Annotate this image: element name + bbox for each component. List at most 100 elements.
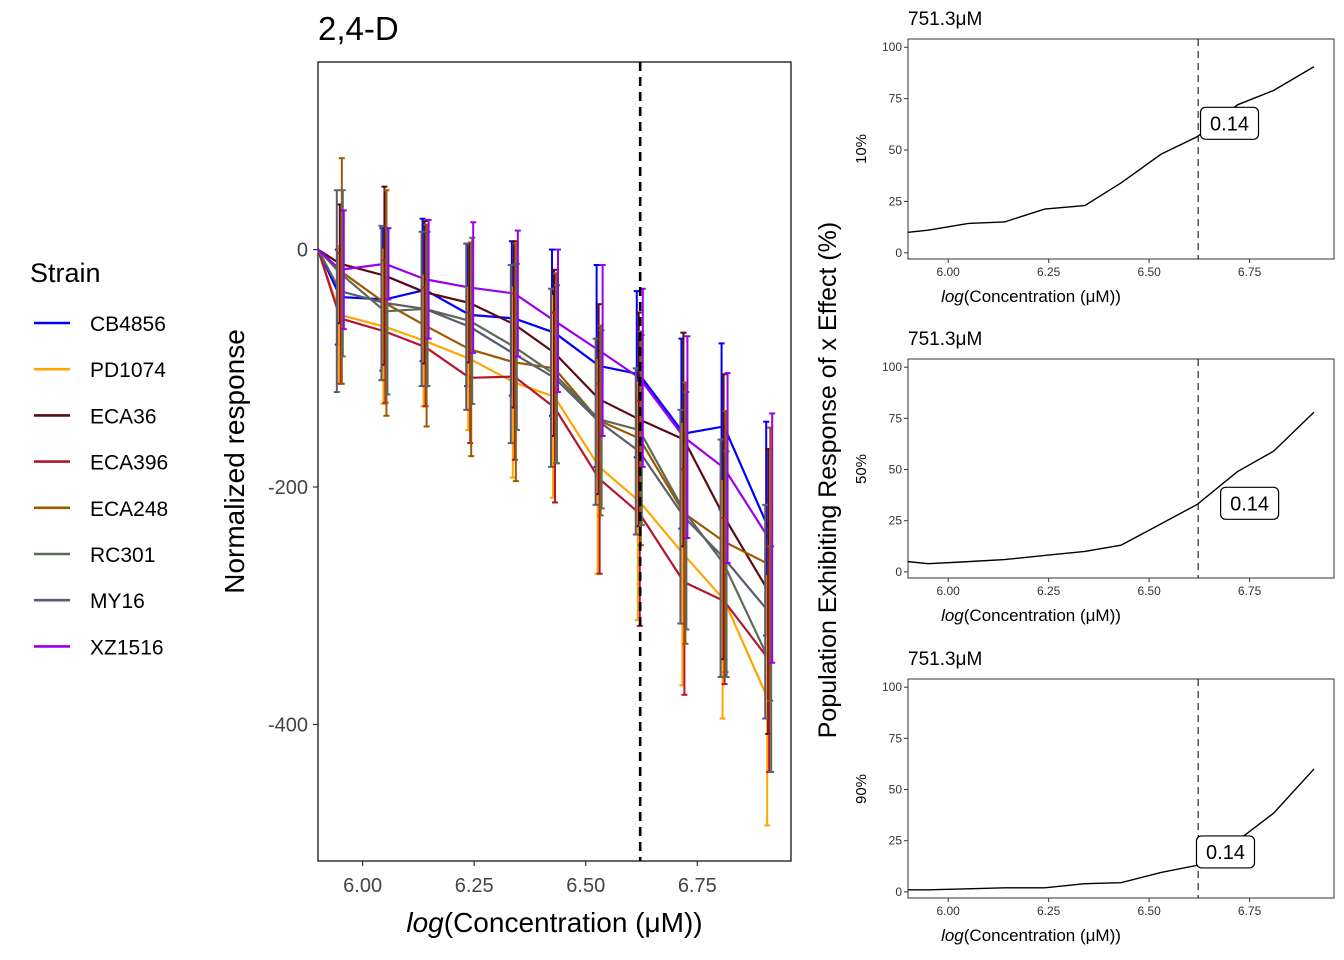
- error-bar-MY16: [418, 230, 425, 388]
- panel-annotation: 0.14: [1220, 486, 1280, 520]
- series-line-CB4856: [317, 249, 770, 530]
- error-bar-XZ1516: [385, 227, 392, 301]
- legend-label: CB4856: [90, 313, 166, 336]
- error-bar-XZ1516: [724, 372, 731, 565]
- legend-item: RC301: [34, 544, 155, 567]
- legend-item: ECA396: [34, 452, 168, 475]
- legend-item: ECA248: [34, 498, 168, 521]
- series-line-MY16: [317, 249, 770, 613]
- y-tick-label: 75: [889, 411, 903, 425]
- legend-label: MY16: [90, 590, 145, 613]
- y-tick-label: 25: [889, 834, 903, 848]
- x-axis-label-italic: log: [406, 907, 444, 938]
- error-bar-MY16: [632, 367, 639, 536]
- panel-plot-area: [907, 38, 1335, 260]
- x-axis-label: log(Concentration (μM)): [406, 907, 702, 938]
- panel-title: 751.3μM: [908, 329, 982, 350]
- series-line-XZ1516: [317, 248, 770, 539]
- annotation-box: [1220, 486, 1280, 520]
- shared-y-axis-label: Population Exhibiting Response of x Effe…: [814, 222, 842, 739]
- x-tick-label: 6.50: [1137, 584, 1161, 598]
- panel-annotation: 0.14: [1195, 835, 1256, 869]
- annotation-box: [1195, 835, 1256, 869]
- y-tick-label: 0: [895, 565, 902, 579]
- y-tick-label: 75: [889, 92, 903, 106]
- legend: Strain CB4856 PD1074 ECA36 ECA396 ECA248 RC301…: [30, 258, 168, 659]
- panel-y-axis-label: 50%: [853, 454, 870, 484]
- error-bar-XZ1516: [599, 264, 606, 437]
- annotation-box: [1199, 106, 1260, 140]
- x-tick-label: 6.00: [937, 265, 961, 279]
- x-axis-label-italic: log: [941, 287, 964, 306]
- y-tick-label: 0: [895, 246, 902, 260]
- panel-title: 751.3μM: [908, 649, 982, 670]
- annotation-label: 0.14: [1206, 842, 1245, 864]
- legend-item: MY16: [34, 590, 145, 613]
- panel-y-axis-label: 10%: [853, 134, 870, 164]
- error-bar-XZ1516: [769, 412, 776, 664]
- legend-label: ECA396: [90, 452, 168, 475]
- error-bar-MY16: [333, 189, 340, 394]
- y-tick-label: -400: [268, 714, 308, 736]
- y-tick-label: 100: [882, 680, 902, 694]
- x-tick-label: 6.75: [1238, 904, 1262, 918]
- annotation-label: 0.14: [1230, 493, 1269, 515]
- legend-label: ECA36: [90, 405, 157, 428]
- panel-annotation: 0.14: [1199, 106, 1260, 140]
- x-tick-label: 6.50: [1137, 904, 1161, 918]
- panel-plot-area: [907, 678, 1335, 899]
- series-line-ECA36: [317, 248, 770, 593]
- legend-item: XZ1516: [34, 636, 164, 659]
- y-tick-label: 50: [889, 783, 903, 797]
- x-tick-label: 6.00: [343, 875, 382, 897]
- x-tick-label: 6.75: [1238, 265, 1262, 279]
- panel-90pct: 751.3μM 0 25 50 75 100 6.00 6.25 6.50 6.75 log(Con…: [853, 649, 1335, 945]
- error-bar-MY16: [378, 224, 385, 382]
- legend-title: Strain: [30, 258, 101, 288]
- x-tick-label: 6.25: [1037, 584, 1061, 598]
- x-tick-label: 6.50: [566, 875, 605, 897]
- y-tick-label: 100: [882, 360, 902, 374]
- error-bar-MY16: [592, 337, 599, 506]
- panel-line: [907, 66, 1315, 233]
- error-bar-MY16: [717, 438, 724, 678]
- panel-10pct: 751.3μM 0 25 50 75 100 6.00 6.25 6.50 6.75 log(Con…: [853, 9, 1335, 306]
- error-bar-XZ1516: [340, 209, 347, 331]
- series-line-ECA396: [316, 249, 770, 660]
- x-tick-label: 6.75: [1238, 584, 1262, 598]
- legend-item: PD1074: [34, 359, 166, 382]
- error-bar-XZ1516: [425, 218, 432, 340]
- legend-item: ECA36: [34, 405, 157, 428]
- error-bar-XZ1516: [684, 335, 691, 540]
- main-chart: 0 -200 -400 6.00 6.25 6.50 6.75 log(Concentrati…: [219, 61, 792, 938]
- panel-x-axis-label: log(Concentration (μM)): [941, 287, 1121, 306]
- error-bar-XZ1516: [514, 229, 521, 358]
- x-axis-label-rest: (Concentration (μM)): [444, 907, 703, 938]
- main-chart-title: 2,4-D: [318, 10, 399, 47]
- series-line-RC301: [317, 248, 770, 660]
- panel-x-axis-label: log(Concentration (μM)): [941, 606, 1121, 625]
- y-tick-label: 0: [895, 885, 902, 899]
- x-tick-label: 6.25: [1037, 265, 1061, 279]
- x-tick-label: 6.75: [678, 875, 717, 897]
- error-bar-MY16: [463, 242, 470, 411]
- error-bar-XZ1516: [555, 248, 561, 394]
- x-tick-label: 6.25: [1037, 904, 1061, 918]
- x-tick-label: 6.00: [937, 904, 961, 918]
- legend-label: PD1074: [90, 359, 166, 382]
- legend-label: XZ1516: [90, 636, 164, 659]
- x-axis-label-italic: log: [941, 926, 964, 945]
- x-tick-label: 6.50: [1137, 265, 1161, 279]
- y-tick-label: 50: [889, 463, 903, 477]
- x-tick-label: 6.25: [455, 875, 494, 897]
- panel-title: 751.3μM: [908, 9, 982, 30]
- y-tick-label: -200: [268, 477, 308, 499]
- y-tick-label: 100: [882, 40, 902, 54]
- x-tick-label: 6.00: [937, 584, 961, 598]
- y-tick-label: 25: [889, 194, 903, 208]
- x-axis-label-rest: (Concentration (μM)): [964, 606, 1121, 625]
- panel-y-axis-label: 90%: [853, 774, 870, 804]
- legend-label: RC301: [90, 544, 155, 567]
- panel-x-axis-label: log(Concentration (μM)): [941, 926, 1121, 945]
